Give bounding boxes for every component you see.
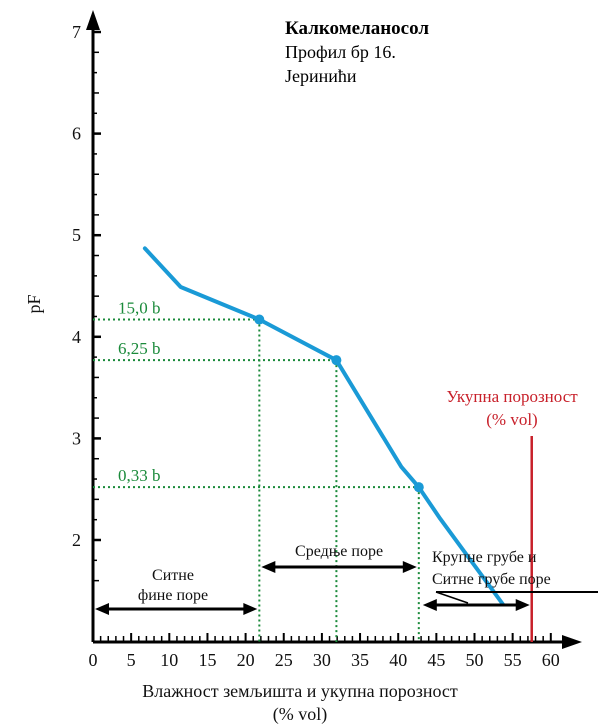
x-axis-arrow xyxy=(562,635,582,649)
chart-title-line-2: Профил бр 16. xyxy=(285,42,396,62)
zone-coarse-arrow-left xyxy=(422,599,437,611)
y-axis-title: pF xyxy=(24,294,44,313)
x-tick-label: 35 xyxy=(351,650,369,670)
y-tick-label: 3 xyxy=(72,428,81,448)
x-tick-label: 15 xyxy=(198,650,216,670)
retention-curve xyxy=(142,246,505,606)
suction-label-2: 0,33 b xyxy=(118,466,161,485)
x-tick-label: 50 xyxy=(466,650,484,670)
x-tick-label: 25 xyxy=(275,650,293,670)
guide-lines: 15,0 b 6,25 b 0,33 b xyxy=(93,299,533,642)
zone-fine-label-line-2: фине поре xyxy=(138,587,208,604)
x-tick-label: 45 xyxy=(427,650,445,670)
y-tick-label: 2 xyxy=(72,530,81,550)
total-porosity-label-line-2: (% vol) xyxy=(486,410,537,429)
zone-coarse-label-line-2: Ситне грубе поре xyxy=(432,571,551,588)
zone-fine-arrow-left xyxy=(95,603,109,615)
x-tick-label: 55 xyxy=(504,650,522,670)
x-tick-label: 0 xyxy=(89,650,98,670)
total-porosity-label-line-1: Укупна порозност xyxy=(446,387,578,406)
chart-title: Калкомеланосол Профил бр 16. Јеринићи xyxy=(285,18,429,86)
zone-fine-arrow-right xyxy=(243,603,258,615)
x-tick-label: 60 xyxy=(542,650,560,670)
zone-coarse-label-line-1: Крупне грубе и xyxy=(432,549,537,566)
y-tick-label: 7 xyxy=(72,22,81,42)
y-tick-label: 5 xyxy=(72,225,81,245)
x-tick-label: 20 xyxy=(237,650,255,670)
x-tick-label: 5 xyxy=(127,650,136,670)
x-tick-label: 40 xyxy=(389,650,407,670)
marked-point-1 xyxy=(331,355,342,366)
chart-title-line-3: Јеринићи xyxy=(285,66,357,86)
zone-medium-arrow-left xyxy=(261,561,276,573)
zone-coarse-arrow-right xyxy=(515,599,530,611)
zone-coarse-divider-slant xyxy=(435,591,469,604)
suction-label-0: 15,0 b xyxy=(118,299,161,318)
suction-label-1: 6,25 b xyxy=(118,339,161,358)
pore-zones: Ситне фине поре Средње поре Крупне грубе и С… xyxy=(95,543,598,615)
marked-point-2 xyxy=(413,482,424,493)
x-tick-label: 30 xyxy=(313,650,331,670)
y-tick-label: 4 xyxy=(72,327,81,347)
chart-title-line-1: Калкомеланосол xyxy=(285,18,429,39)
x-axis-title-line-1: Влажност земљишта и укупна порозност xyxy=(142,681,458,701)
x-axis-title-line-2: (% vol) xyxy=(273,704,327,725)
series-layer xyxy=(142,246,505,606)
zone-medium-label: Средње поре xyxy=(295,543,383,560)
x-tick-label: 10 xyxy=(160,650,178,670)
marked-point-0 xyxy=(254,314,265,325)
zone-fine-label-line-1: Ситне xyxy=(152,567,194,584)
y-axis-arrow xyxy=(86,10,100,30)
zone-medium-arrow-right xyxy=(402,561,417,573)
y-tick-label: 6 xyxy=(72,124,81,144)
